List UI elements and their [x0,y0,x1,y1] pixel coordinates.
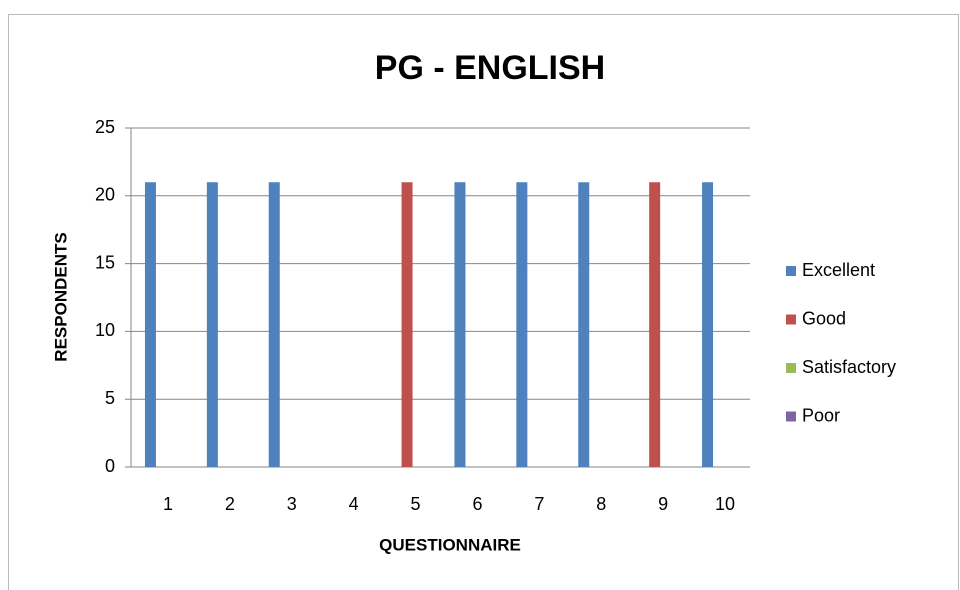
x-tick-label: 10 [715,494,735,514]
legend-label: Satisfactory [802,357,896,377]
y-tick-label: 25 [95,117,115,137]
bar [206,182,218,468]
x-tick-label: 1 [163,494,173,514]
legend-swatch [786,314,796,325]
bar [516,182,528,468]
x-tick-label: 2 [225,494,235,514]
legend-label: Good [802,308,846,328]
bar [702,182,714,468]
x-tick-label: 6 [472,494,482,514]
chart-border [8,14,959,590]
y-axis-label: RESPONDENTS [51,232,70,361]
y-tick-label: 5 [105,388,115,408]
bar [268,182,280,468]
bar [401,182,413,468]
y-tick-label: 15 [95,252,115,272]
bar [454,182,466,468]
y-tick-label: 10 [95,320,115,340]
y-tick-label: 20 [95,185,115,205]
legend-label: Poor [802,405,840,425]
legend-label: Excellent [802,260,875,280]
x-tick-label: 8 [596,494,606,514]
x-tick-label: 5 [411,494,421,514]
x-tick-label: 7 [534,494,544,514]
x-axis-label: QUESTIONNAIRE [379,535,521,554]
bar [649,182,661,468]
x-tick-label: 9 [658,494,668,514]
bar [578,182,590,468]
x-tick-label: 3 [287,494,297,514]
x-tick-label: 4 [349,494,359,514]
legend-swatch [786,411,796,422]
y-tick-label: 0 [105,456,115,476]
chart-title: PG - ENGLISH [375,49,605,87]
bar [144,182,156,468]
legend-swatch [786,266,796,276]
legend-swatch [786,363,796,373]
